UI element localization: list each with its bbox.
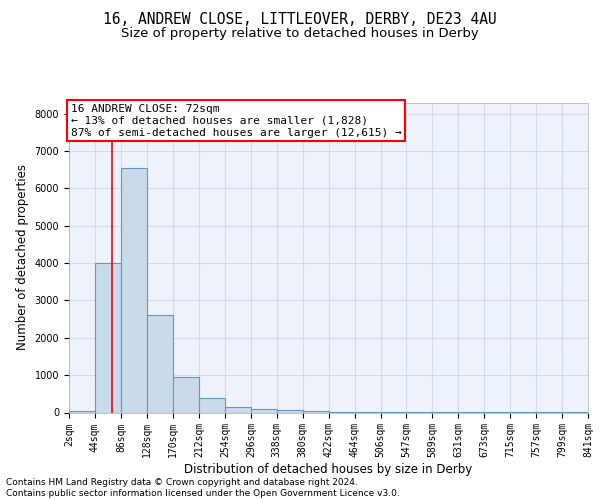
Text: Contains HM Land Registry data © Crown copyright and database right 2024.
Contai: Contains HM Land Registry data © Crown c… bbox=[6, 478, 400, 498]
Text: 16, ANDREW CLOSE, LITTLEOVER, DERBY, DE23 4AU: 16, ANDREW CLOSE, LITTLEOVER, DERBY, DE2… bbox=[103, 12, 497, 28]
Text: Size of property relative to detached houses in Derby: Size of property relative to detached ho… bbox=[121, 28, 479, 40]
Bar bbox=[95, 263, 121, 412]
Bar bbox=[225, 407, 251, 412]
Text: 16 ANDREW CLOSE: 72sqm
← 13% of detached houses are smaller (1,828)
87% of semi-: 16 ANDREW CLOSE: 72sqm ← 13% of detached… bbox=[71, 104, 401, 138]
Bar bbox=[173, 377, 199, 412]
Y-axis label: Number of detached properties: Number of detached properties bbox=[16, 164, 29, 350]
Bar bbox=[121, 168, 147, 412]
Bar bbox=[69, 410, 95, 412]
X-axis label: Distribution of detached houses by size in Derby: Distribution of detached houses by size … bbox=[184, 463, 473, 476]
Bar bbox=[147, 316, 173, 412]
Bar bbox=[199, 398, 225, 412]
Bar bbox=[303, 410, 329, 412]
Bar bbox=[277, 410, 303, 412]
Bar bbox=[251, 409, 277, 412]
